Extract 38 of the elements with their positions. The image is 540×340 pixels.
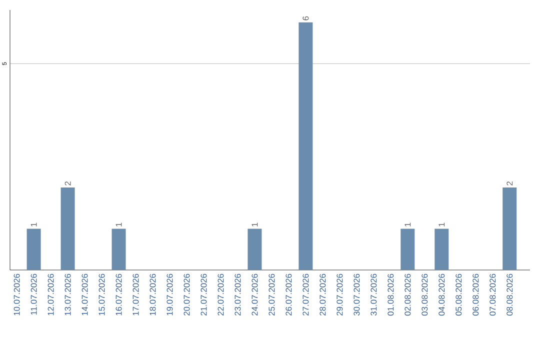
x-tick-label: 16.07.2026 xyxy=(116,274,122,316)
x-tick-label: 13.07.2026 xyxy=(64,274,71,316)
x-tick-label: 27.07.2026 xyxy=(302,274,309,316)
x-tick-label: 19.07.2026 xyxy=(166,274,173,316)
data-label: 1 xyxy=(404,222,411,226)
x-tick-label: 30.07.2026 xyxy=(354,274,360,316)
data-label: 2 xyxy=(506,181,513,186)
x-tick-label: 04.08.2026 xyxy=(438,274,445,316)
x-tick-label: 10.07.2026 xyxy=(14,274,20,316)
data-label: 1 xyxy=(30,222,37,226)
data-label: 1 xyxy=(438,222,445,226)
x-tick-label: 29.07.2026 xyxy=(336,274,343,316)
x-tick-label: 21.07.2026 xyxy=(200,274,207,316)
x-tick-label: 28.07.2026 xyxy=(320,274,326,316)
x-tick-label: 02.08.2026 xyxy=(404,274,411,316)
data-label: 2 xyxy=(64,181,71,186)
x-tick-label: 05.08.2026 xyxy=(456,274,462,316)
x-tick-label: 23.07.2026 xyxy=(234,274,241,316)
x-tick-label: 24.07.2026 xyxy=(252,274,258,316)
x-tick-label: 03.08.2026 xyxy=(422,274,428,316)
x-tick-label: 18.07.2026 xyxy=(150,274,156,316)
x-tick-label: 25.07.2026 xyxy=(268,274,275,316)
x-tick-label: 07.08.2026 xyxy=(490,274,496,316)
data-label: 6 xyxy=(302,16,309,20)
x-tick-label: 06.08.2026 xyxy=(472,274,479,316)
x-tick-label: 01.08.2026 xyxy=(388,274,394,316)
x-tick-label: 12.07.2026 xyxy=(48,274,54,316)
x-tick-label: 31.07.2026 xyxy=(370,274,377,316)
x-tick-label: 17.07.2026 xyxy=(132,274,139,316)
x-tick-label: 11.07.2026 xyxy=(30,274,37,315)
x-tick-label: 20.07.2026 xyxy=(184,274,190,316)
data-label: 1 xyxy=(252,222,258,226)
x-tick-label: 15.07.2026 xyxy=(98,274,105,316)
data-label: 1 xyxy=(116,222,122,226)
x-tick-label: 26.07.2026 xyxy=(286,274,292,316)
x-tick-label: 14.07.2026 xyxy=(82,274,88,316)
x-tick-label: 22.07.2026 xyxy=(218,274,224,316)
x-tick-label: 08.08.2026 xyxy=(506,274,513,316)
